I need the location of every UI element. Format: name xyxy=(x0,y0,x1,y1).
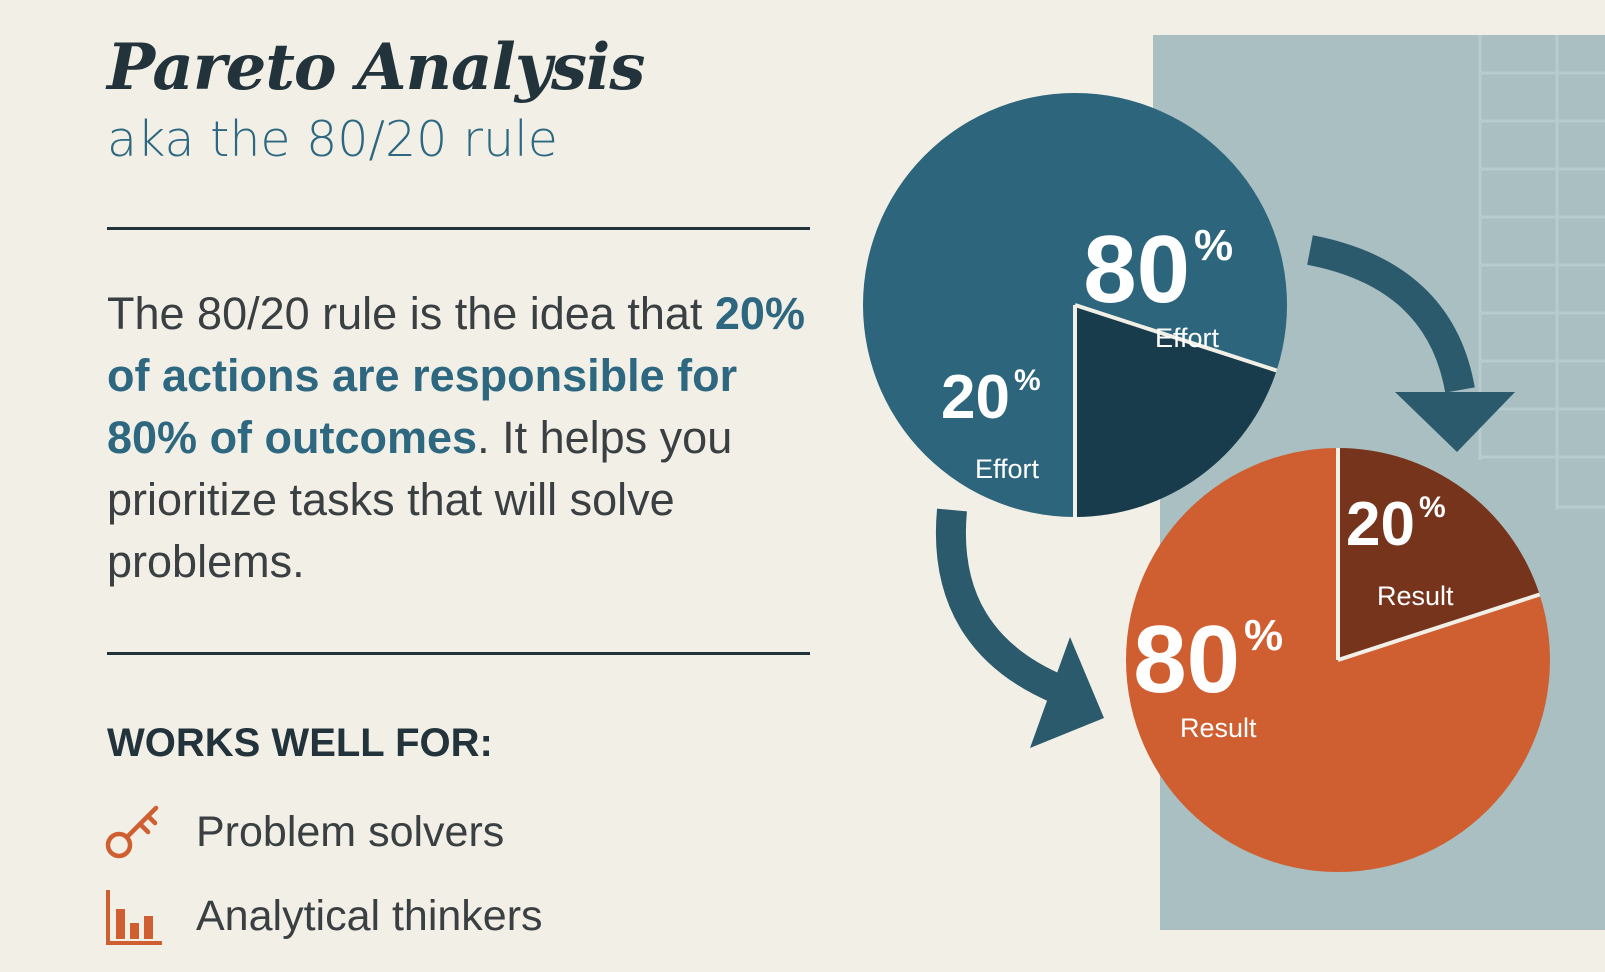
result-slice-category-label: Result xyxy=(1377,581,1454,611)
page-title: Pareto Analysis xyxy=(107,30,645,105)
description-tail: . It helps you prioritize tasks that wil… xyxy=(107,412,733,587)
flow-arrow-right-head xyxy=(1395,392,1515,452)
effort-slice-unit-label: % xyxy=(1014,364,1041,397)
flow-arrow-down-head xyxy=(1030,637,1104,748)
result-slice-20-a xyxy=(1338,448,1540,660)
effort-slice-value-label: 20 xyxy=(941,363,1010,432)
effort-slice-category-label: Effort xyxy=(975,454,1040,484)
result-slice-unit-label: % xyxy=(1244,611,1283,660)
flow-arrow-down-shaft xyxy=(936,508,1066,704)
description-lead: The 80/20 rule is the idea that xyxy=(107,288,715,339)
bar-chart-icon xyxy=(106,890,162,945)
result-slice-divider xyxy=(1337,592,1541,662)
page-subtitle: aka the 80/20 rule xyxy=(107,111,558,168)
audience-item-problem-solvers: Problem solvers xyxy=(104,790,543,874)
rule-description: The 80/20 rule is the idea that 20% of a… xyxy=(107,283,807,593)
description-emphasis: 20% of actions are responsible for 80% o… xyxy=(107,288,805,463)
result-slice-value-label: 80 xyxy=(1133,606,1240,713)
audience-label-analytical-thinkers: Analytical thinkers xyxy=(196,891,543,940)
works-well-heading: WORKS WELL FOR: xyxy=(107,721,493,765)
effort-slice-20-b xyxy=(1075,305,1277,517)
effort-slice-value-label: 80 xyxy=(1083,216,1190,323)
flow-arrow-right xyxy=(1307,235,1515,452)
effort-pie: 80 % Effort 20 % Effort xyxy=(862,92,1287,518)
result-slice-value-label: 20 xyxy=(1346,490,1415,559)
bottom-divider xyxy=(107,652,810,655)
result-slice-unit-label: % xyxy=(1419,491,1446,524)
panel-grid xyxy=(1478,35,1605,510)
audience-item-analytical-thinkers: Analytical thinkers xyxy=(104,874,543,958)
key-icon xyxy=(105,805,159,859)
flow-arrow-down xyxy=(936,508,1104,748)
audience-list: Problem solvers Analytical thinkers xyxy=(104,790,543,958)
flow-arrow-right-shaft xyxy=(1307,235,1475,393)
effort-slice-divider xyxy=(1074,303,1278,373)
top-divider xyxy=(107,227,810,230)
effort-slice-category-label: Effort xyxy=(1155,323,1220,353)
result-slice-category-label: Result xyxy=(1180,713,1257,743)
audience-label-problem-solvers: Problem solvers xyxy=(196,807,505,856)
effort-slice-unit-label: % xyxy=(1194,221,1233,270)
